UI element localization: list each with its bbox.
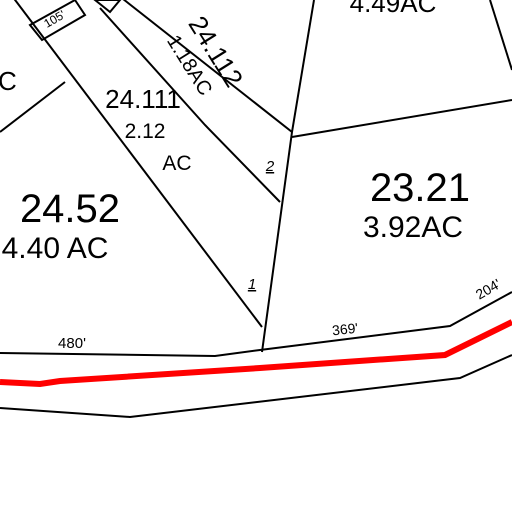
- lot-label: C: [0, 66, 17, 96]
- road-edge: [0, 291, 512, 358]
- lot-box: [93, 0, 122, 14]
- lot-acres: 2.12: [125, 120, 166, 143]
- road-centerline: [0, 319, 512, 388]
- lot-acres-unit: AC: [162, 152, 191, 175]
- lot-box: [28, 0, 87, 42]
- lot-line: [489, 0, 512, 71]
- marker: 1: [248, 276, 256, 293]
- lot-line: [291, 99, 512, 138]
- lot-label: 24.111: [105, 84, 181, 114]
- dimension-label: 480': [58, 335, 86, 352]
- lot-acres: 4.40 AC: [2, 232, 109, 265]
- lot-line: [99, 7, 281, 203]
- parcel-lines: [0, 0, 512, 419]
- lot-label: 24.52: [20, 187, 120, 231]
- lot-label: 23.21: [370, 166, 470, 210]
- lot-line: [122, 0, 293, 133]
- marker: 2: [265, 158, 275, 175]
- lot-acres: 3.92AC: [363, 211, 463, 244]
- dimension-label: 369': [331, 320, 359, 339]
- lot-line: [261, 0, 315, 353]
- lot-line: [0, 81, 66, 133]
- lot-acres: 4.49AC: [350, 0, 437, 18]
- lot-line: [13, 0, 263, 328]
- road-edge: [0, 354, 512, 419]
